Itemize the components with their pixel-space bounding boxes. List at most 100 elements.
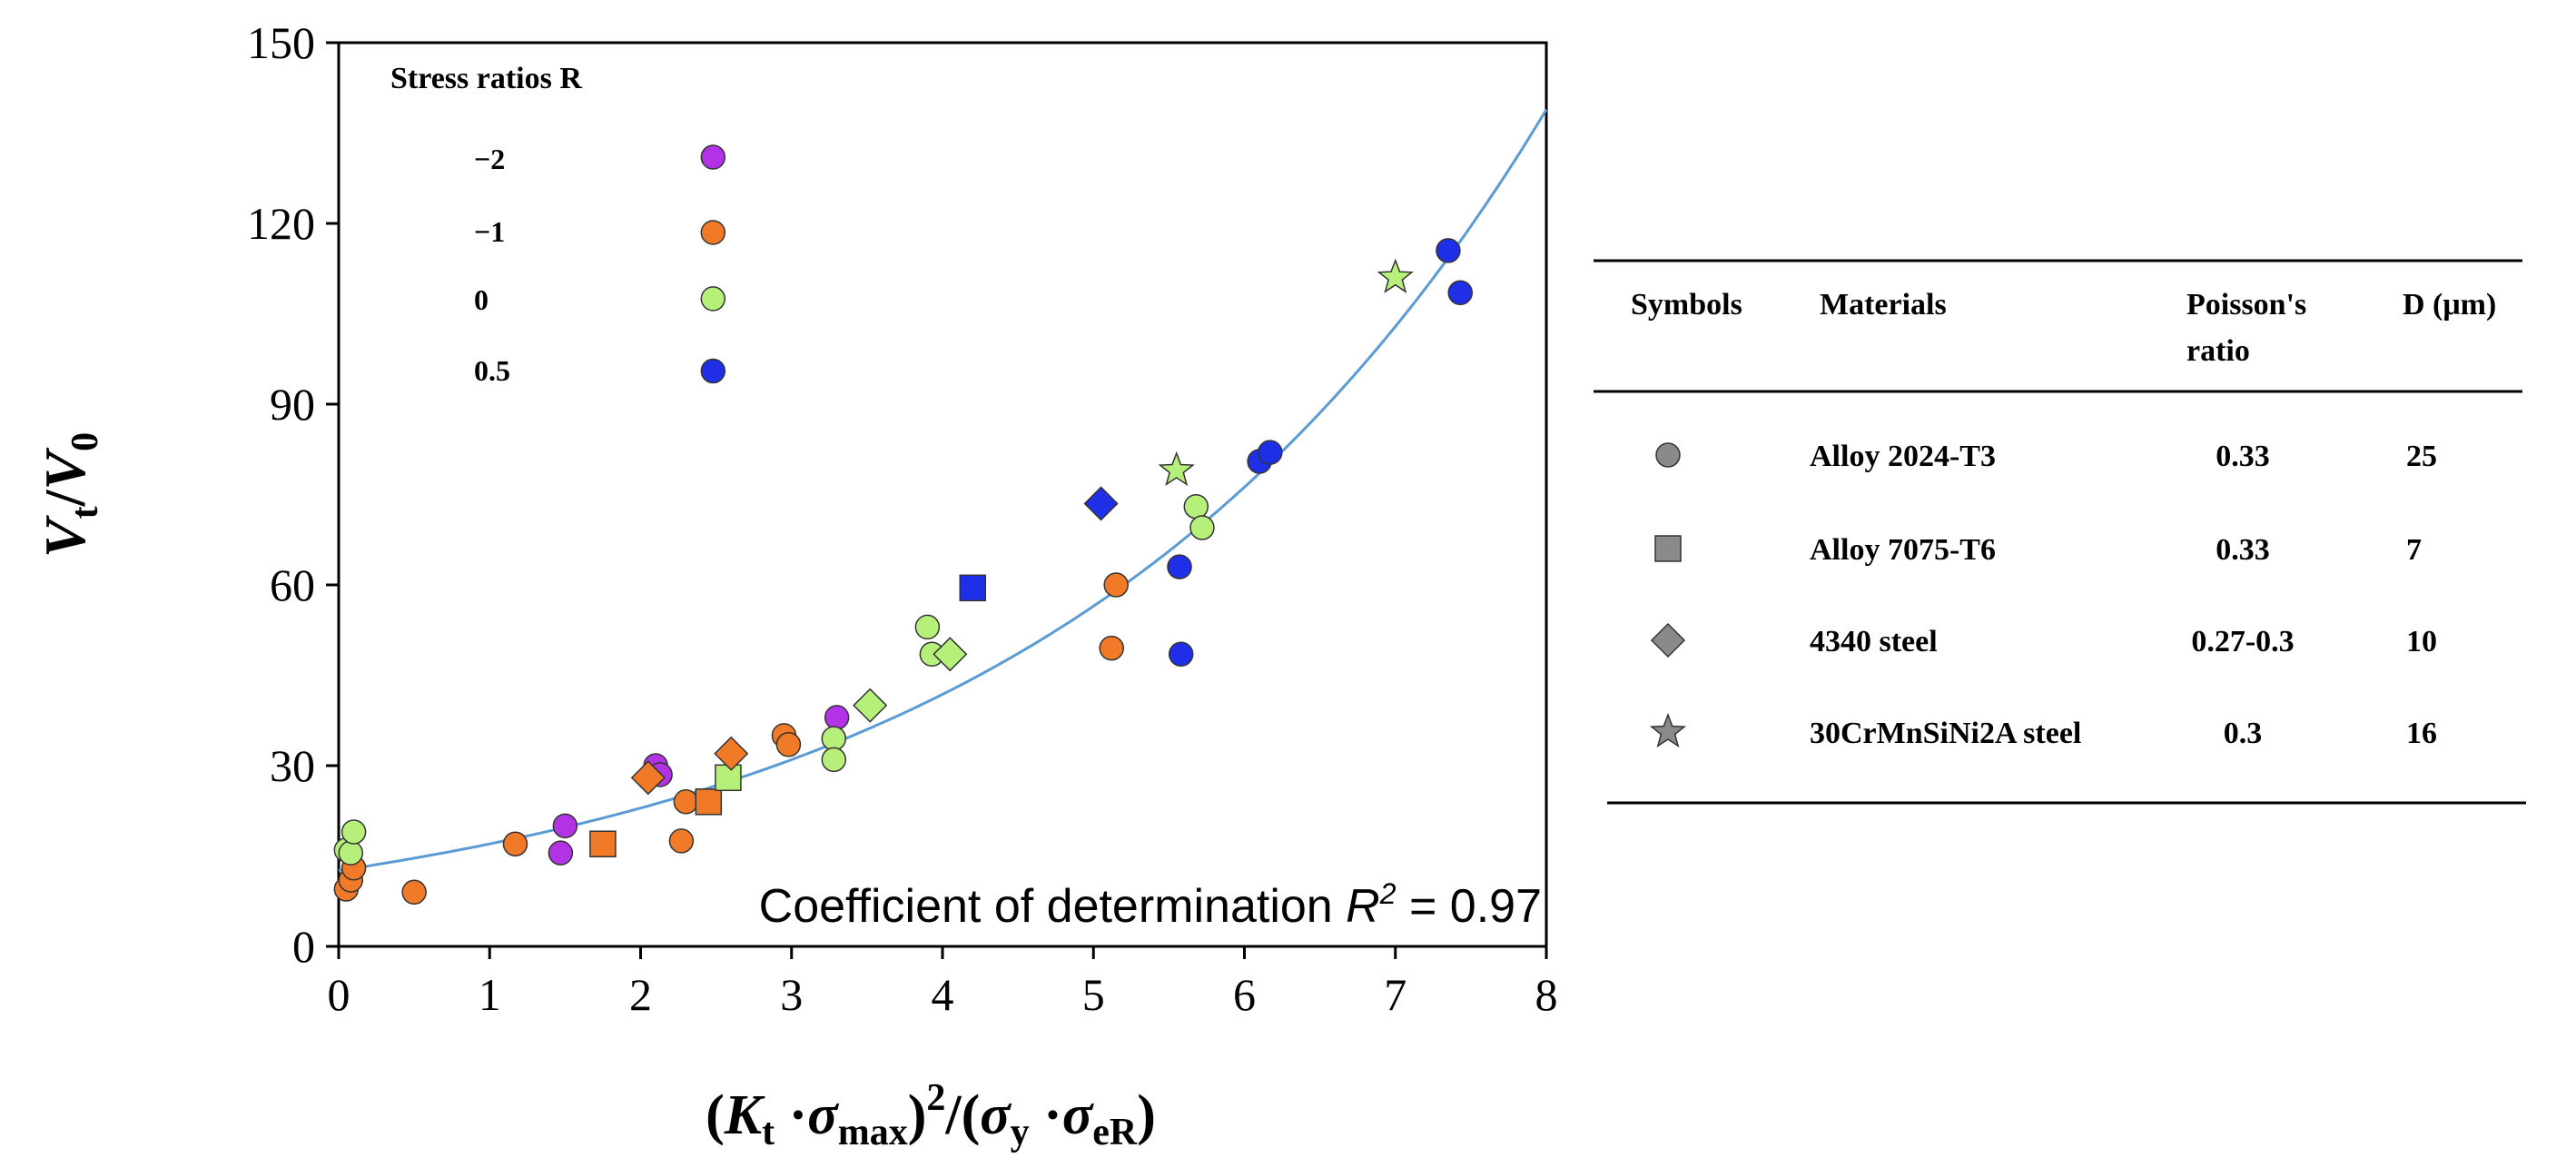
- data-markers: [333, 144, 1473, 906]
- table-material: 30CrMnSiNi2A steel: [1810, 717, 2081, 750]
- r2-annotation-value: = 0.97: [1397, 880, 1542, 933]
- r2-annotation: Coefficient of determination R2 = 0.97: [759, 877, 1542, 933]
- data-point-circle: [673, 789, 699, 815]
- data-point-circle: [700, 286, 726, 312]
- x-tick-label: 8: [1535, 969, 1558, 1020]
- data-point-diamond: [630, 760, 666, 796]
- r2-annotation-text: Coefficient of determination: [759, 880, 1347, 933]
- data-point-diamond: [1083, 486, 1119, 521]
- y-tick-label: 60: [270, 559, 315, 610]
- table-poisson: 0.33: [2216, 533, 2270, 567]
- stress-legend-label: −2: [474, 143, 505, 175]
- x-tick-label: 1: [479, 969, 501, 1020]
- x-label-dot1: ·: [775, 1084, 807, 1146]
- data-point-square: [589, 830, 617, 857]
- x-tick-label: 7: [1384, 969, 1406, 1020]
- data-point-circle: [1436, 238, 1461, 263]
- y-label-V1: V: [33, 514, 97, 558]
- table-material: Alloy 7075-T6: [1810, 533, 1996, 567]
- data-point-circle: [1103, 572, 1129, 598]
- data-point-star: [1377, 258, 1414, 293]
- stress-legend-label: 0: [474, 283, 489, 316]
- y-label-slash: /: [33, 489, 97, 507]
- y-axis-label: Vt/V0: [33, 432, 106, 558]
- table-header-materials: Materials: [1820, 288, 1947, 322]
- table-material: 4340 steel: [1810, 625, 1938, 658]
- data-point-circle: [1258, 440, 1283, 465]
- y-tick-label: 0: [292, 921, 315, 972]
- data-point-diamond: [853, 688, 888, 723]
- data-point-star: [1158, 450, 1195, 487]
- fit-curve: [338, 108, 1548, 872]
- table-symbol-circle: [1655, 442, 1681, 468]
- axis-ticks: [326, 41, 1548, 959]
- x-tick-label: 4: [932, 969, 954, 1020]
- data-point-circle: [821, 726, 847, 751]
- data-point-square: [695, 788, 723, 816]
- x-label-sigma1: σ: [807, 1084, 839, 1146]
- stress-legend-label: −1: [474, 215, 505, 248]
- y-label-V1-sub: t: [64, 506, 106, 519]
- plot-frame: [337, 41, 1548, 948]
- x-label-close: ): [908, 1084, 927, 1146]
- data-point-circle: [824, 705, 850, 730]
- x-axis-label: (Kt ·σmax)2/(σy ·σeR): [706, 1077, 1156, 1153]
- table-header-ratio: ratio: [2186, 334, 2250, 368]
- r2-annotation-R: R: [1346, 880, 1380, 933]
- data-point-circle: [1183, 494, 1209, 520]
- y-tick-label: 150: [247, 17, 315, 68]
- y-tick-label: 90: [270, 379, 315, 430]
- y-label-V2-sub: 0: [64, 432, 106, 451]
- data-point-diamond: [714, 736, 749, 771]
- r2-annotation-sup: 2: [1379, 877, 1397, 910]
- data-point-circle: [548, 840, 574, 866]
- y-tick-label: 120: [247, 198, 315, 249]
- data-point-diamond: [933, 637, 968, 672]
- table-poisson: 0.3: [2224, 717, 2263, 750]
- data-point-circle: [552, 813, 578, 839]
- table-header-d: D (μm): [2403, 288, 2496, 322]
- x-tick-label: 2: [629, 969, 652, 1020]
- x-label-slash: /(: [944, 1084, 980, 1146]
- materials-table: Symbols Materials Poisson's ratio D (μm)…: [1594, 259, 2526, 805]
- data-point-circle: [341, 819, 367, 845]
- data-point-square: [715, 764, 742, 792]
- x-label-end: ): [1137, 1084, 1156, 1146]
- x-label-sigma3-sub: eR: [1092, 1112, 1138, 1153]
- data-point-circle: [338, 840, 364, 866]
- x-label-open: (: [706, 1084, 725, 1146]
- table-symbol-square: [1654, 535, 1682, 562]
- y-tick-label: 30: [270, 740, 315, 791]
- data-point-circle: [1447, 280, 1473, 306]
- data-point-circle: [700, 220, 726, 245]
- table-d: 10: [2406, 625, 2437, 658]
- y-label-V2: V: [33, 447, 97, 490]
- table-poisson: 0.33: [2216, 440, 2270, 473]
- data-point-circle: [775, 732, 802, 757]
- table-d: 25: [2406, 440, 2437, 473]
- stress-legend: Stress ratios R −2 −1 0 0.5: [390, 62, 582, 387]
- table-poisson: 0.27-0.3: [2191, 625, 2294, 658]
- table-header-symbols: Symbols: [1631, 288, 1742, 322]
- x-tick-label: 3: [780, 969, 803, 1020]
- data-point-square: [959, 574, 986, 602]
- x-label-sigma2: σ: [980, 1084, 1012, 1146]
- x-label-sq: 2: [926, 1077, 945, 1119]
- data-point-circle: [1189, 515, 1215, 540]
- table-d: 7: [2406, 533, 2422, 567]
- data-point-circle: [1167, 554, 1192, 579]
- x-label-sigma1-sub: max: [838, 1112, 908, 1153]
- data-point-circle: [700, 358, 726, 384]
- table-symbol-diamond: [1650, 622, 1686, 658]
- data-point-circle: [1099, 635, 1124, 661]
- table-symbol-star: [1649, 712, 1687, 748]
- x-tick-label: 6: [1233, 969, 1256, 1020]
- x-label-sigma2-sub: y: [1011, 1112, 1030, 1153]
- data-point-circle: [700, 144, 726, 170]
- table-material: Alloy 2024-T3: [1810, 440, 1996, 473]
- stress-legend-label: 0.5: [474, 354, 510, 387]
- stress-legend-title: Stress ratios R: [390, 62, 582, 95]
- table-d: 16: [2406, 717, 2437, 750]
- x-tick-label: 0: [328, 969, 350, 1020]
